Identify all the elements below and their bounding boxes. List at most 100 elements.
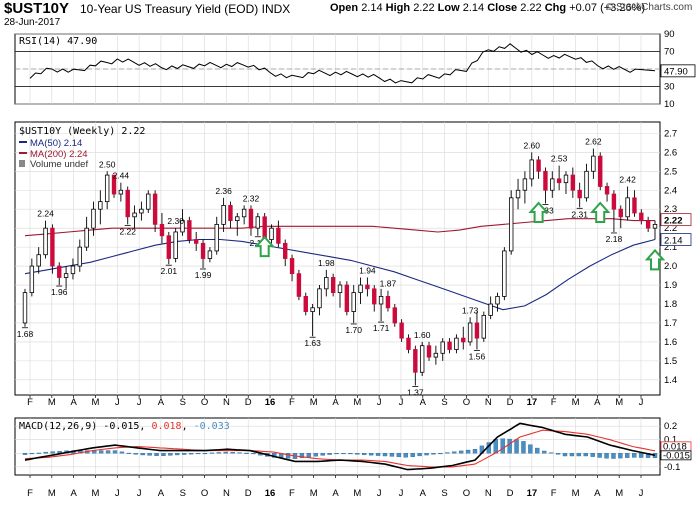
open-value: 2.14: [361, 2, 383, 14]
watermark: © StockCharts.com: [606, 2, 693, 13]
price-data-label: 2.60: [523, 140, 540, 150]
candle-body: [269, 227, 274, 240]
macd-histogram-bar: [542, 450, 547, 454]
price-tick-label: 2.2: [664, 223, 677, 234]
candle-body: [330, 277, 336, 294]
macd-label-part: -0.015: [103, 421, 139, 432]
macd-month-label: A: [158, 488, 165, 499]
candle-body: [365, 284, 370, 290]
macd-label-part: MACD(12,26,9): [19, 421, 103, 432]
macd-month-label: S: [441, 488, 447, 499]
candle-body: [598, 155, 603, 187]
macd-histogram-bar: [29, 453, 35, 455]
price-month-label: N: [223, 397, 230, 408]
price-data-label: 2.44: [113, 171, 130, 181]
macd-histogram-bar: [431, 453, 436, 455]
price-data-label: 1.63: [304, 338, 321, 348]
candle-body: [187, 220, 192, 240]
macd-histogram-bar: [306, 453, 312, 458]
price-month-label: D: [507, 397, 514, 408]
price-data-label: 1.98: [318, 258, 335, 268]
price-data-label: 2.12: [250, 238, 267, 248]
ma200-legend-label: MA(200) 2.24: [30, 149, 88, 160]
macd-histogram-bar: [36, 452, 42, 454]
candle-body: [550, 178, 555, 191]
macd-histogram-bar: [195, 453, 201, 455]
candle-body: [584, 170, 589, 199]
macd-month-label: D: [507, 488, 514, 499]
macd-month-label: J: [137, 488, 142, 499]
green-up-arrow-icon: [589, 201, 611, 223]
macd-histogram-bar: [133, 453, 138, 455]
macd-histogram-bar: [535, 447, 540, 454]
candle-body: [214, 223, 219, 252]
macd-badge: [660, 450, 692, 461]
macd-histogram-bar: [410, 453, 415, 457]
price-month-label: A: [158, 397, 165, 408]
price-month-label: M: [48, 397, 56, 408]
candle-body: [303, 296, 308, 312]
price-month-label: 17: [527, 397, 538, 408]
macd-histogram-bar: [320, 453, 325, 456]
price-data-label: 1.68: [17, 329, 34, 339]
macd-histogram-bar: [424, 453, 429, 456]
candle-body: [645, 220, 651, 229]
price-data-label: 2.32: [243, 193, 260, 203]
price-data-label: 1.56: [469, 352, 486, 362]
candle-body: [125, 189, 130, 218]
price-month-label: F: [551, 397, 557, 408]
macd-histogram-bar: [368, 453, 374, 456]
instrument-name: 10-Year US Treasury Yield (EOD) INDX: [80, 2, 290, 16]
macd-histogram-bar: [362, 453, 367, 455]
macd-histogram-bar: [611, 453, 616, 459]
rsi-last-badge: [660, 64, 696, 78]
price-data-label: 2.01: [161, 266, 178, 276]
price-data-label: 2.30: [167, 216, 184, 226]
macd-line: [24, 422, 656, 471]
candle-body: [228, 205, 233, 221]
price-month-label: S: [441, 397, 447, 408]
green-up-arrow-icon: [528, 201, 549, 223]
macd-histogram-bar: [583, 453, 588, 457]
price-month-label: O: [201, 397, 208, 408]
macd-month-label: A: [332, 488, 339, 499]
macd-histogram-bar: [604, 453, 609, 459]
price-data-label: 1.37: [407, 388, 424, 398]
macd-histogram-bar: [299, 453, 305, 459]
price-tick-label: 1.7: [664, 318, 677, 329]
candle-body: [43, 227, 48, 256]
rsi-tick-label: 70: [664, 47, 675, 58]
candle-body: [488, 303, 493, 316]
price-tick-label: 2.7: [664, 128, 677, 139]
candle-body: [419, 345, 425, 373]
rsi-tick-label: 30: [664, 82, 675, 93]
ma50-legend-label: MA(50) 2.14: [30, 138, 82, 149]
candle-body: [57, 265, 62, 278]
candle-body: [118, 189, 124, 195]
macd-tick-label: 0.2: [664, 421, 677, 432]
macd-histogram-bar: [548, 452, 554, 454]
candle-body: [611, 193, 617, 210]
price-month-label: F: [27, 397, 33, 408]
candle-body: [235, 216, 240, 221]
macd-histogram-bar: [341, 453, 346, 455]
macd-tick-label: -0.1: [664, 462, 680, 473]
candle-body: [207, 250, 213, 259]
candle-body: [481, 314, 487, 339]
candle-body: [433, 352, 439, 358]
macd-month-label: M: [92, 488, 100, 499]
rsi-line: [29, 43, 656, 84]
macd-histogram-bar: [597, 453, 602, 458]
candle-body: [529, 159, 534, 180]
candle-body: [454, 337, 459, 350]
ma50-badge-label: 2.14: [664, 236, 683, 247]
candle-body: [570, 174, 576, 191]
candle-body: [146, 193, 151, 210]
candle-body: [474, 322, 480, 339]
price-tick-label: 2.4: [664, 185, 677, 196]
macd-histogram-bar: [555, 453, 561, 455]
price-data-label: 1.87: [380, 279, 397, 289]
candle-body: [372, 288, 377, 305]
macd-histogram-bar: [389, 453, 395, 457]
macd-histogram-bar: [182, 453, 187, 455]
